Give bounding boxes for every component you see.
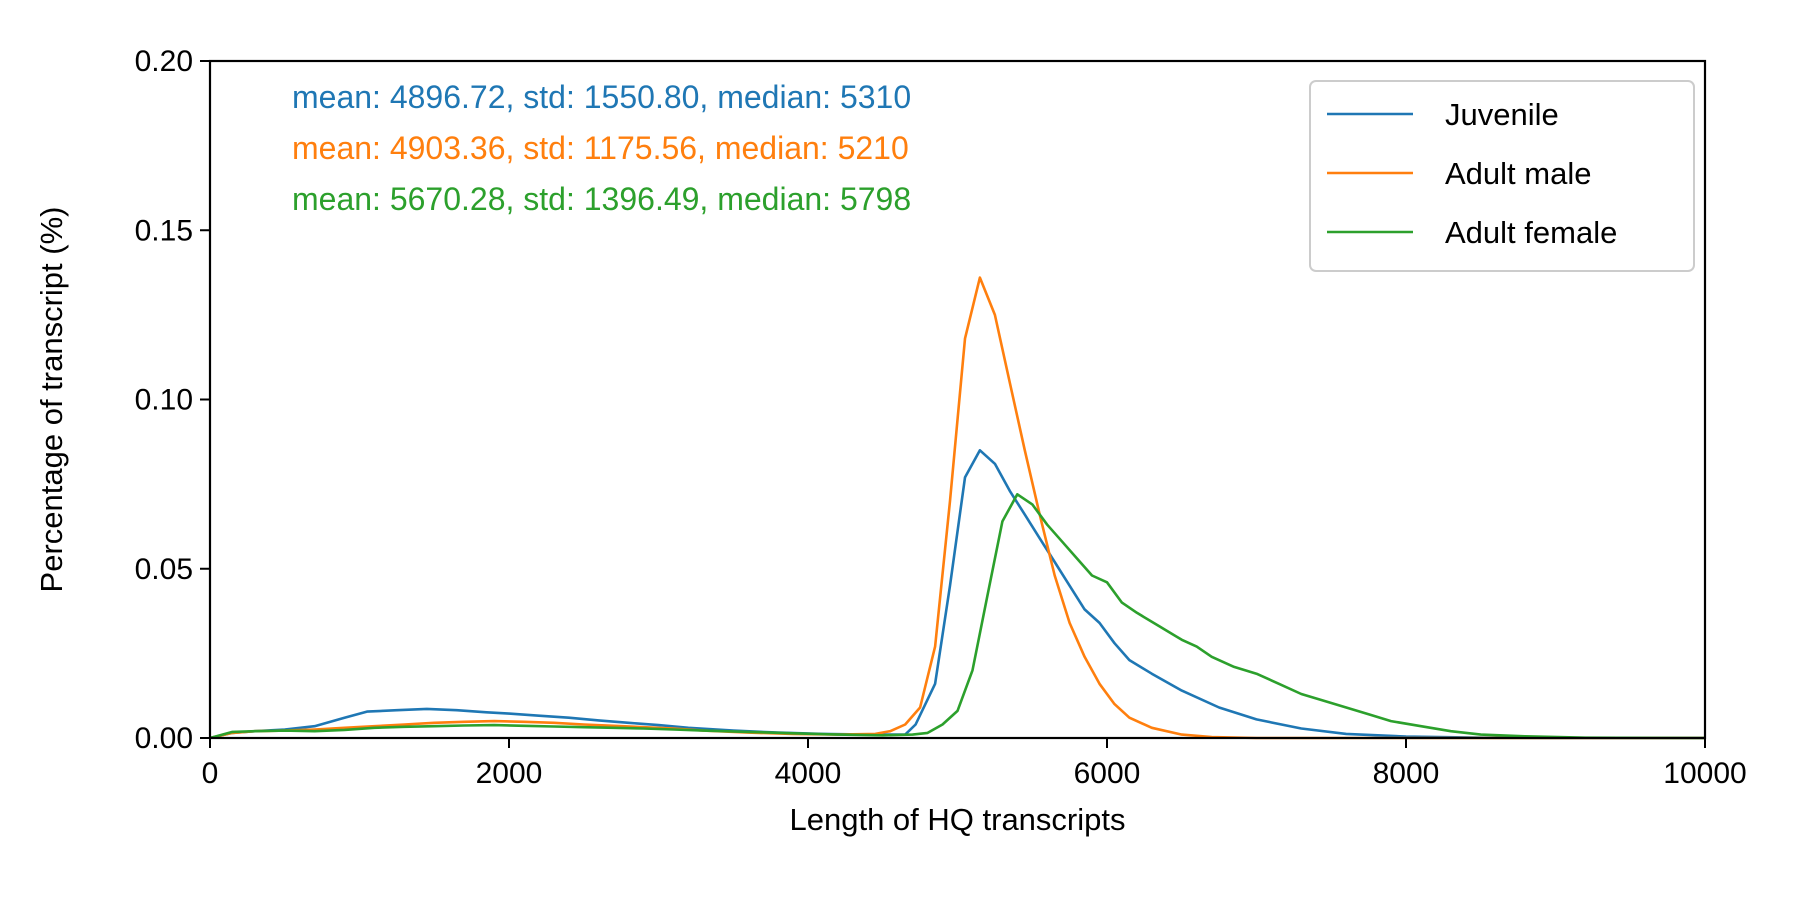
y-tick-label: 0.10 [135,384,193,417]
y-tick-label: 0.20 [135,45,193,78]
x-tick-label: 0 [202,757,219,790]
annotation-juvenile-stats: mean: 4896.72, std: 1550.80, median: 531… [292,79,911,115]
annotation-adult-female-stats: mean: 5670.28, std: 1396.49, median: 579… [292,181,911,217]
series-line-adult-male [209,276,1705,740]
y-axis: 0.00 0.05 0.10 0.15 0.20 [135,45,210,755]
x-axis: 0 2000 4000 6000 8000 10000 [202,738,1747,790]
x-tick-label: 8000 [1373,757,1440,790]
legend: Juvenile Adult male Adult female [1309,80,1695,272]
y-tick-label: 0.00 [135,722,193,755]
x-tick-label: 6000 [1074,757,1141,790]
legend-box [1309,80,1695,272]
x-tick-label: 2000 [476,757,543,790]
series-line-adult-female [209,492,1706,740]
x-tick-label: 10000 [1663,757,1746,790]
annotation-adult-male-stats: mean: 4903.36, std: 1175.56, median: 521… [292,130,909,166]
series-line-juvenile [209,448,1705,740]
y-axis-label: Percentage of transcript (%) [34,207,69,593]
x-axis-label: Length of HQ transcripts [790,802,1126,837]
stats-annotations: mean: 4896.72, std: 1550.80, median: 531… [292,79,911,217]
y-tick-label: 0.05 [135,553,193,586]
y-tick-label: 0.15 [135,214,193,247]
legend-label-adult-female: Adult female [1445,215,1617,250]
x-tick-label: 4000 [775,757,842,790]
legend-label-adult-male: Adult male [1445,156,1591,191]
legend-label-juvenile: Juvenile [1445,97,1559,132]
plot-lines [209,276,1706,740]
